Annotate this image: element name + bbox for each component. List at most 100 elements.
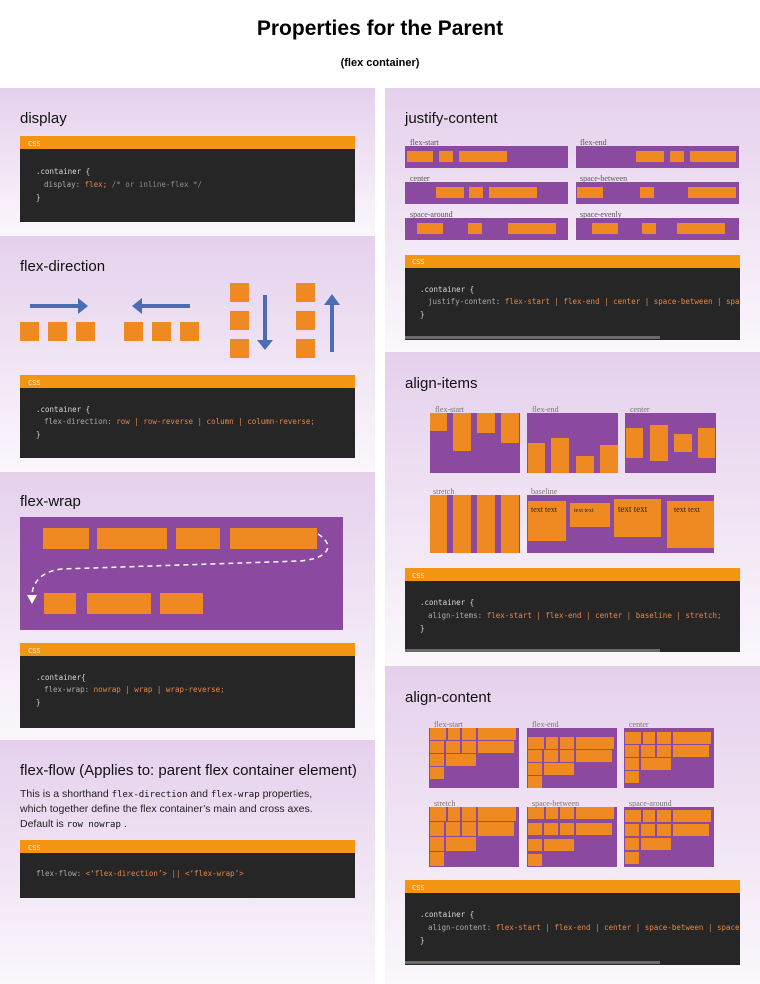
flex-item <box>48 322 67 341</box>
flex-item <box>528 776 542 788</box>
diagram-label: flex-start <box>410 138 440 147</box>
flex-item <box>673 745 709 757</box>
diagram-label: space-evenly <box>580 210 622 219</box>
code-line: justify-content: flex-start | flex-end |… <box>428 297 760 306</box>
flex-item <box>430 807 446 821</box>
code-label: CSS <box>412 258 425 266</box>
flex-item <box>636 151 664 162</box>
flex-item <box>448 807 460 821</box>
flex-item <box>230 339 249 358</box>
flex-item <box>576 456 594 473</box>
diagram-label: flex-start <box>435 405 465 414</box>
code-line: } <box>36 193 41 202</box>
flex-item <box>76 322 95 341</box>
flex-item <box>614 499 661 537</box>
code-body <box>405 568 740 652</box>
flex-item <box>544 823 558 835</box>
flex-item <box>641 758 671 770</box>
scrollbar <box>405 649 660 652</box>
flex-item <box>478 807 516 821</box>
arrow-head <box>27 595 37 604</box>
description: This is a shorthand flex-direction and f… <box>20 788 312 800</box>
diagram-label: baseline <box>531 487 558 496</box>
flex-item <box>625 810 641 822</box>
flex-item <box>690 151 736 162</box>
flex-item <box>477 413 495 433</box>
heading: align-content <box>405 689 492 706</box>
flex-item <box>674 434 692 452</box>
code-header <box>405 568 740 581</box>
arrow-head <box>78 298 88 314</box>
diagram-label: flex-end <box>580 138 607 147</box>
flex-item <box>430 767 444 779</box>
flex-item <box>625 852 639 864</box>
code-line: flex-wrap: nowrap | wrap | wrap-reverse; <box>44 685 225 694</box>
code-body <box>20 643 355 728</box>
diagram-label: center <box>629 720 649 729</box>
code-body <box>20 136 355 222</box>
flex-item <box>643 810 655 822</box>
flex-item <box>528 807 544 819</box>
code-body <box>405 255 740 340</box>
flex-item <box>489 187 537 198</box>
flex-item <box>560 737 574 749</box>
code-label: CSS <box>412 572 425 580</box>
flex-item <box>462 807 476 821</box>
flex-item <box>625 732 641 744</box>
flex-item <box>670 151 684 162</box>
flex-item <box>673 810 711 822</box>
flex-item <box>641 838 671 850</box>
flex-item <box>657 732 671 744</box>
diagram-label: space-between <box>532 799 579 808</box>
code-header <box>20 840 355 853</box>
flex-item <box>446 822 460 836</box>
subtitle: (flex container) <box>341 57 420 69</box>
flex-item <box>560 807 574 819</box>
diagram-label: flex-end <box>532 720 559 729</box>
flex-item <box>87 593 151 614</box>
flex-item <box>576 750 612 762</box>
code-line: align-items: flex-start | flex-end | cen… <box>428 611 722 620</box>
flex-item <box>180 322 199 341</box>
diagram-label: center <box>630 405 650 414</box>
flex-item <box>430 741 444 753</box>
diagram-label: stretch <box>434 799 455 808</box>
flex-item <box>477 495 495 553</box>
flex-item <box>478 741 514 753</box>
flex-item <box>436 187 464 198</box>
flex-item <box>439 151 453 162</box>
flex-item <box>544 763 574 775</box>
flex-item <box>576 807 614 819</box>
flex-item <box>296 283 315 302</box>
code-body <box>20 375 355 458</box>
flex-item <box>430 413 447 431</box>
flex-item <box>528 501 566 541</box>
scrollbar <box>405 336 660 339</box>
flex-item <box>462 728 476 740</box>
flex-item <box>478 822 514 836</box>
scrollbar <box>405 961 660 964</box>
flex-item <box>643 732 655 744</box>
heading: align-items <box>405 375 478 392</box>
diagram-label: center <box>410 174 430 183</box>
flex-item <box>453 495 471 553</box>
code-line: } <box>36 430 41 439</box>
arrow-head <box>257 340 273 350</box>
code-line: align-content: flex-start | flex-end | c… <box>428 923 760 932</box>
code-line: display: flex; /* or inline-flex */ <box>44 180 202 189</box>
flex-item <box>673 732 711 744</box>
flex-item <box>577 187 603 198</box>
flex-item <box>560 823 574 835</box>
diagram-label: space-around <box>410 210 453 219</box>
flex-item <box>407 151 433 162</box>
code-label: CSS <box>28 844 41 852</box>
arrow-head <box>132 298 142 314</box>
flex-item <box>667 501 714 548</box>
flex-item <box>657 810 671 822</box>
flex-item <box>551 438 569 473</box>
description: which together define the flex container… <box>19 803 313 815</box>
flex-item <box>625 771 639 783</box>
code-line: .container { <box>420 598 474 607</box>
code-line: } <box>36 698 41 707</box>
flex-item <box>459 151 507 162</box>
